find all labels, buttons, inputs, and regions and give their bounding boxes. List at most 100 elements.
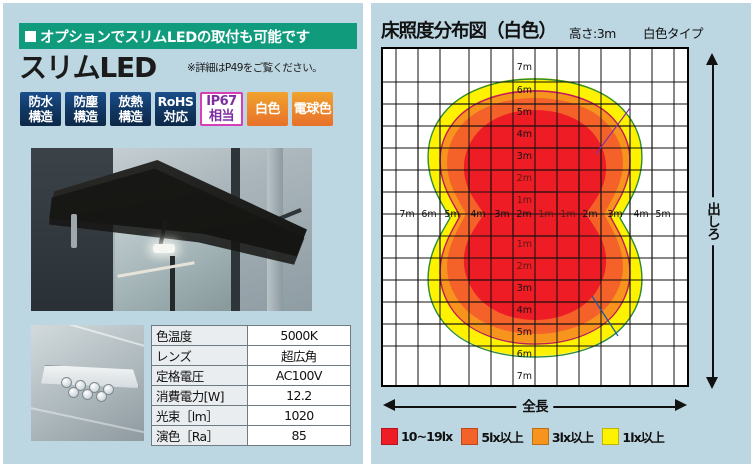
svg-text:5m: 5m [517, 327, 532, 338]
badge-line-2: 構造 [73, 109, 98, 124]
legend-item: 1lx以上 [602, 427, 665, 446]
y-axis-tick-labels: 7m 6m 5m 4m 3m 2m 1m 1m 2m 3m 4m 5m 6m 7m [517, 62, 532, 382]
svg-text:5m: 5m [655, 209, 670, 220]
product-title-row: スリムLED ※詳細はP49をご覧ください。 [19, 51, 359, 87]
spec-key: 定格電圧 [151, 365, 248, 386]
legend-item: 5lx以上 [461, 427, 524, 446]
legend-label: 10~19lx [401, 429, 453, 444]
arrow-right-icon [675, 399, 687, 411]
legend-swatch [602, 428, 620, 445]
full-length-label: 全長 [516, 395, 554, 415]
photo2-led-diode [82, 389, 93, 400]
badge-line-2: 構造 [118, 109, 143, 124]
feature-badge-2: 防塵 構造 [65, 92, 106, 126]
spec-value: 12.2 [246, 385, 352, 406]
legend-swatch [381, 428, 398, 445]
photo-pole [170, 256, 175, 311]
legend-item: 3lx以上 [531, 427, 594, 446]
badge-line-1: 放熱 [118, 94, 143, 109]
svg-text:1m: 1m [538, 209, 553, 220]
arrow-left-icon [383, 399, 395, 411]
svg-text:7m: 7m [517, 62, 532, 73]
specification-table: 色温度 5000K レンズ 超広角 定格電圧 AC100V 消費電力[W] 12.2 光束［lm… [151, 325, 352, 446]
spec-key: 消費電力[W] [151, 385, 248, 406]
svg-text:2m: 2m [517, 173, 532, 184]
photo-door-handle [71, 214, 77, 248]
badge-line-1: RoHS [157, 94, 194, 109]
led-fixture-photo [31, 325, 144, 441]
full-length-dimension: 全長 [381, 395, 689, 417]
badge-line-1: IP67 [206, 94, 237, 109]
svg-text:3m: 3m [517, 151, 532, 162]
spec-value: 85 [246, 425, 352, 446]
depth-label: 出しろ [702, 197, 722, 245]
badge-line-1: 電球色 [293, 101, 332, 117]
svg-text:6m: 6m [517, 85, 532, 96]
badge-line-1: 防水 [28, 94, 53, 109]
illuminance-distribution-plot: 7m 6m 5m 4m 3m 2m 1m 1m 2m 3m 4m 5m 7m 6m 5m 4m… [381, 47, 689, 387]
photo2-led-diode [89, 382, 100, 393]
spec-value: 5000K [246, 325, 352, 346]
banner-square-bullet-icon [25, 30, 36, 42]
spec-key: 演色［Ra］ [151, 425, 248, 446]
photo2-led-diode [75, 380, 86, 391]
svg-text:4m: 4m [517, 129, 532, 140]
spec-key: レンズ [151, 345, 248, 366]
spec-row: 消費電力[W] 12.2 [151, 385, 352, 406]
badge-line-1: 白色 [254, 101, 281, 117]
badge-line-2: 相当 [208, 109, 235, 124]
legend-item: 10~19lx [381, 428, 453, 445]
photo2-led-diode [96, 391, 107, 402]
feature-badge-6: 白色 [247, 92, 288, 126]
spec-row: 色温度 5000K [151, 325, 352, 346]
svg-text:3m: 3m [517, 283, 532, 294]
product-reference-photo: 参考画像 AF796 [31, 148, 312, 311]
legend-swatch [531, 428, 549, 445]
spec-key: 光束［lm］ [151, 405, 248, 426]
svg-text:3m: 3m [607, 209, 622, 220]
slim-led-product-panel: オプションでスリムLEDの取付も可能です スリムLED ※詳細はP49をご覧くだ… [2, 2, 364, 465]
badge-line-2: 構造 [28, 109, 53, 124]
depth-dimension: 出しろ [701, 51, 723, 391]
option-banner-text: オプションでスリムLEDの取付も可能です [40, 29, 310, 46]
callout-a-leader [595, 107, 631, 155]
svg-text:1m: 1m [517, 195, 532, 206]
plot-gridlines [382, 48, 688, 386]
spec-value: 1020 [246, 405, 352, 426]
svg-text:4m: 4m [470, 209, 485, 220]
svg-text:4m: 4m [633, 209, 648, 220]
svg-text:6m: 6m [517, 349, 532, 360]
svg-text:2m: 2m [517, 261, 532, 272]
chart-title: 床照度分布図（白色） [381, 21, 557, 42]
chart-height-label: 高さ:3m [569, 26, 616, 41]
svg-text:2m: 2m [582, 209, 597, 220]
svg-text:3m: 3m [494, 209, 509, 220]
svg-text:6m: 6m [421, 209, 436, 220]
photo2-led-diode [103, 384, 114, 395]
svg-text:1m: 1m [517, 239, 532, 250]
x-axis-tick-labels: 7m 6m 5m 4m 3m 2m 1m 1m 2m 3m 4m 5m [399, 209, 670, 220]
spec-key: 色温度 [151, 325, 248, 346]
svg-text:1m: 1m [560, 209, 575, 220]
feature-badge-list: 防水 構造 防塵 構造 放熱 構造 RoHS 対応 IP67 相当 白色 電球色 [20, 92, 333, 126]
photo2-led-diode [68, 387, 79, 398]
feature-badge-3: 放熱 構造 [110, 92, 151, 126]
chart-type-label: 白色タイプ [643, 26, 704, 41]
spec-row: 定格電圧 AC100V [151, 365, 352, 386]
callout-b-leader [591, 295, 619, 337]
spec-row: 光束［lm］ 1020 [151, 405, 352, 426]
badge-line-2: 対応 [163, 109, 188, 124]
product-title: スリムLED [19, 51, 157, 84]
badge-line-1: 防塵 [73, 94, 98, 109]
svg-text:7m: 7m [517, 371, 532, 382]
photo2-led-diode [61, 377, 72, 388]
product-note: ※詳細はP49をご覧ください。 [187, 62, 323, 74]
arrow-up-icon [706, 53, 718, 65]
spec-row: レンズ 超広角 [151, 345, 352, 366]
feature-badge-1: 防水 構造 [20, 92, 61, 126]
photo2-highlight-bottom [31, 405, 144, 439]
svg-text:4m: 4m [517, 305, 532, 316]
svg-text:5m: 5m [517, 107, 532, 118]
specification-table-body: 色温度 5000K レンズ 超広角 定格電圧 AC100V 消費電力[W] 12.2 光束［lm… [151, 325, 352, 446]
